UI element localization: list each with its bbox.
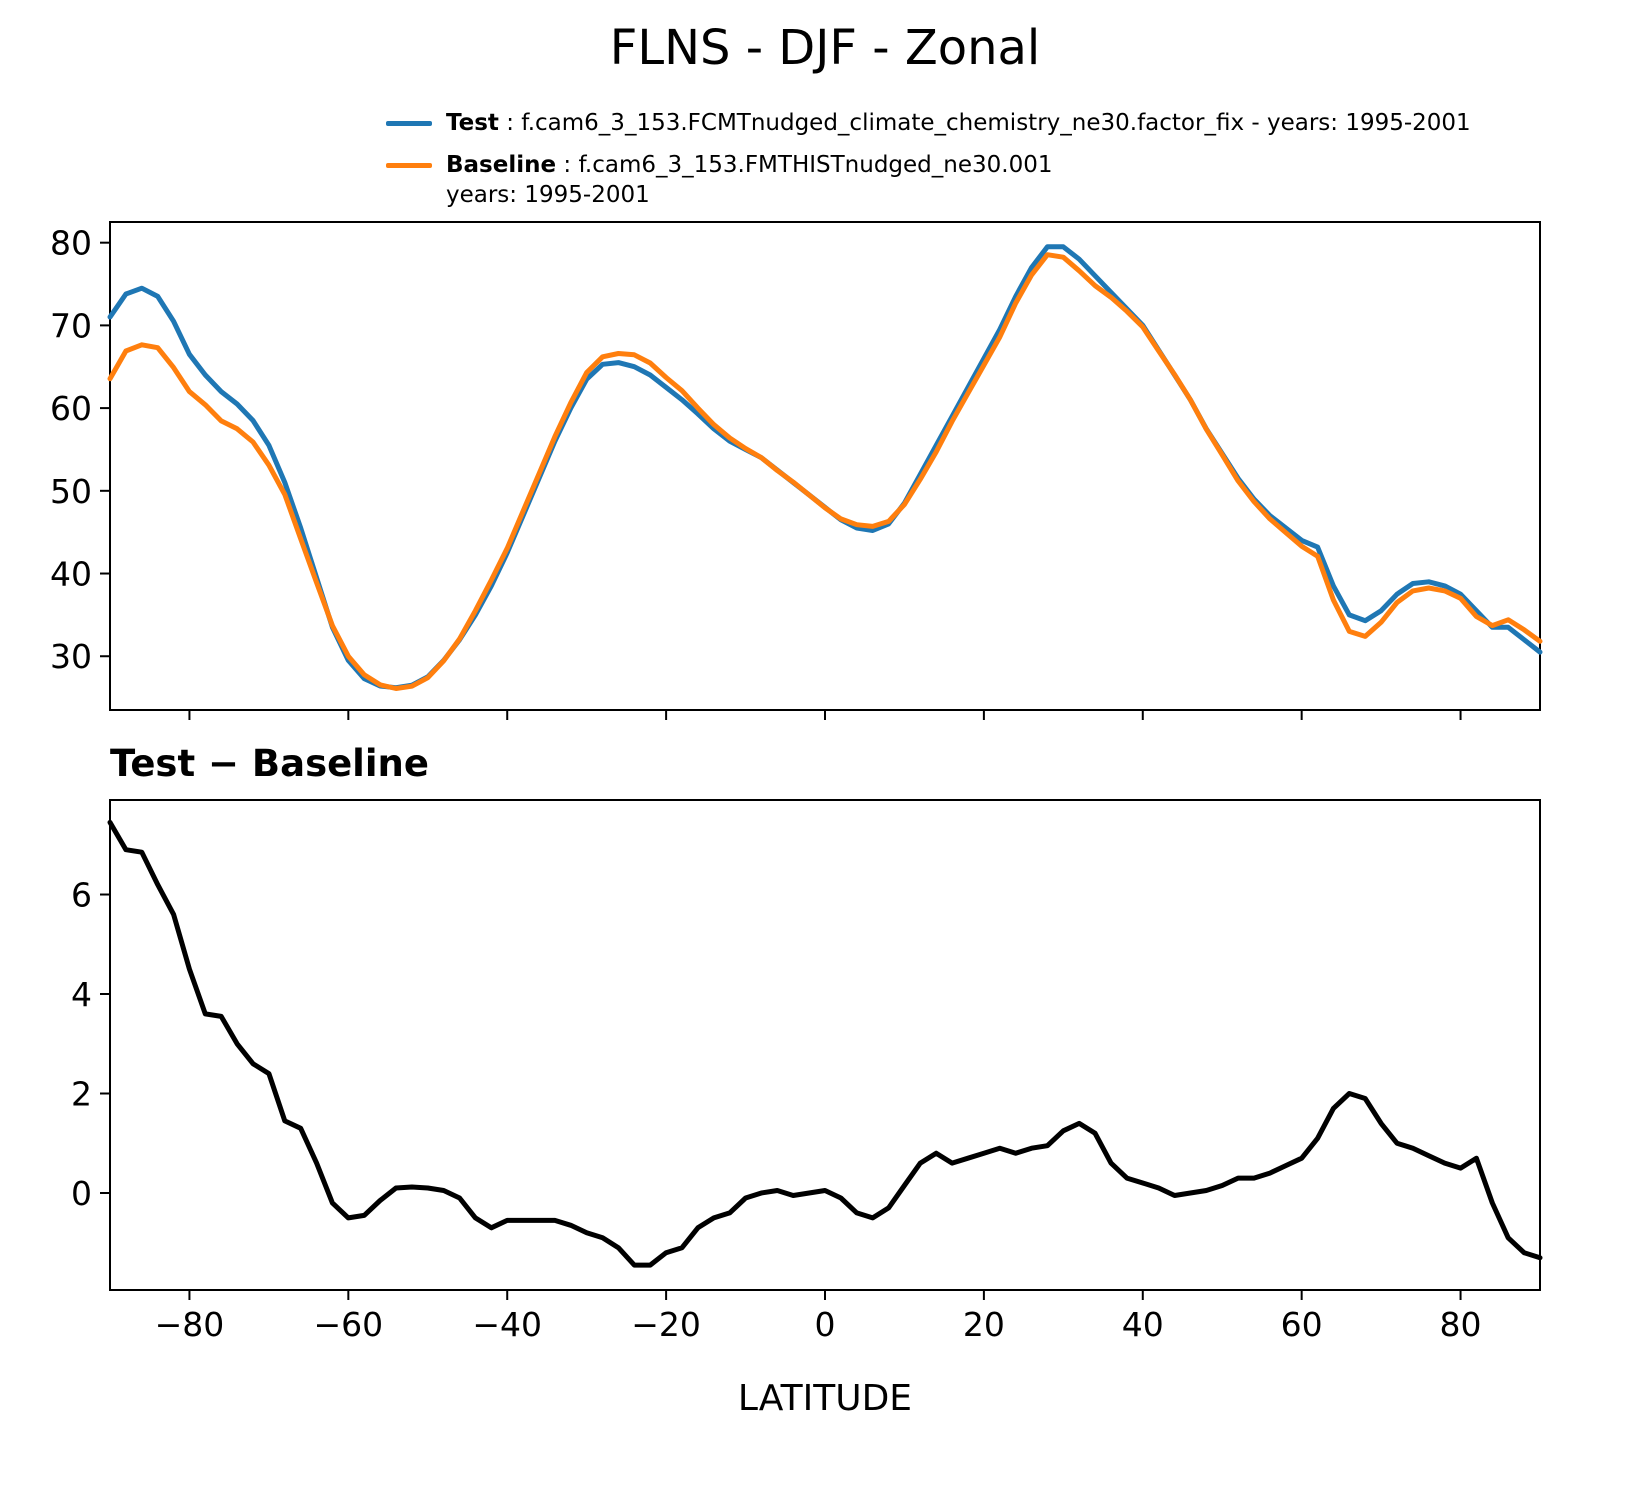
axes-frame-bottom xyxy=(109,799,1541,1291)
baseline-line xyxy=(107,252,1543,691)
legend-baseline-name: Baseline xyxy=(446,152,557,178)
x-axis-label: LATITUDE xyxy=(737,1378,913,1419)
x-tick-label: −80 xyxy=(155,1305,225,1344)
axes-frame-top xyxy=(109,221,1541,711)
legend-baseline-line1: Baseline : f.cam6_3_153.FMTHISTnudged_ne… xyxy=(446,150,1052,180)
legend-item-baseline: Baseline : f.cam6_3_153.FMTHISTnudged_ne… xyxy=(386,150,1471,210)
legend-test-desc: : f.cam6_3_153.FCMTnudged_climate_chemis… xyxy=(498,110,1471,136)
test-baseline-line xyxy=(107,819,1543,1268)
x-tick-label: 0 xyxy=(815,1305,836,1344)
y-tick-label: 6 xyxy=(71,876,92,915)
y-tick-label: 0 xyxy=(71,1174,92,1213)
y-tick-label: 4 xyxy=(71,975,92,1014)
baseline-line-swatch xyxy=(386,163,432,168)
legend-baseline-text: Baseline : f.cam6_3_153.FMTHISTnudged_ne… xyxy=(446,150,1052,210)
y-tick-label: 80 xyxy=(50,224,92,263)
x-tick-label: 20 xyxy=(963,1305,1005,1344)
y-tick-label: 40 xyxy=(50,555,92,594)
x-tick-label: 60 xyxy=(1281,1305,1323,1344)
legend-test-name: Test xyxy=(446,110,499,136)
diff-panel-title: Test − Baseline xyxy=(110,742,429,785)
y-tick-label: 70 xyxy=(50,306,92,345)
y-tick-label: 50 xyxy=(50,472,92,511)
x-tick-label: 80 xyxy=(1440,1305,1482,1344)
y-tick-label: 2 xyxy=(71,1075,92,1114)
y-tick-label: 60 xyxy=(50,389,92,428)
legend-baseline-years: years: 1995-2001 xyxy=(446,182,650,208)
legend-item-test: Test : f.cam6_3_153.FCMTnudged_climate_c… xyxy=(386,108,1471,138)
x-tick-label: 40 xyxy=(1122,1305,1164,1344)
test-line xyxy=(107,244,1543,691)
chart-title: FLNS - DJF - Zonal xyxy=(609,20,1041,76)
legend: Test : f.cam6_3_153.FCMTnudged_climate_c… xyxy=(386,108,1471,222)
test-line-swatch xyxy=(386,121,432,126)
legend-test-text: Test : f.cam6_3_153.FCMTnudged_climate_c… xyxy=(446,108,1471,138)
x-tick-label: −60 xyxy=(314,1305,384,1344)
y-tick-label: 30 xyxy=(50,637,92,676)
x-tick-label: −40 xyxy=(472,1305,542,1344)
x-tick-label: −20 xyxy=(631,1305,701,1344)
legend-baseline-desc: : f.cam6_3_153.FMTHISTnudged_ne30.001 xyxy=(556,152,1053,178)
